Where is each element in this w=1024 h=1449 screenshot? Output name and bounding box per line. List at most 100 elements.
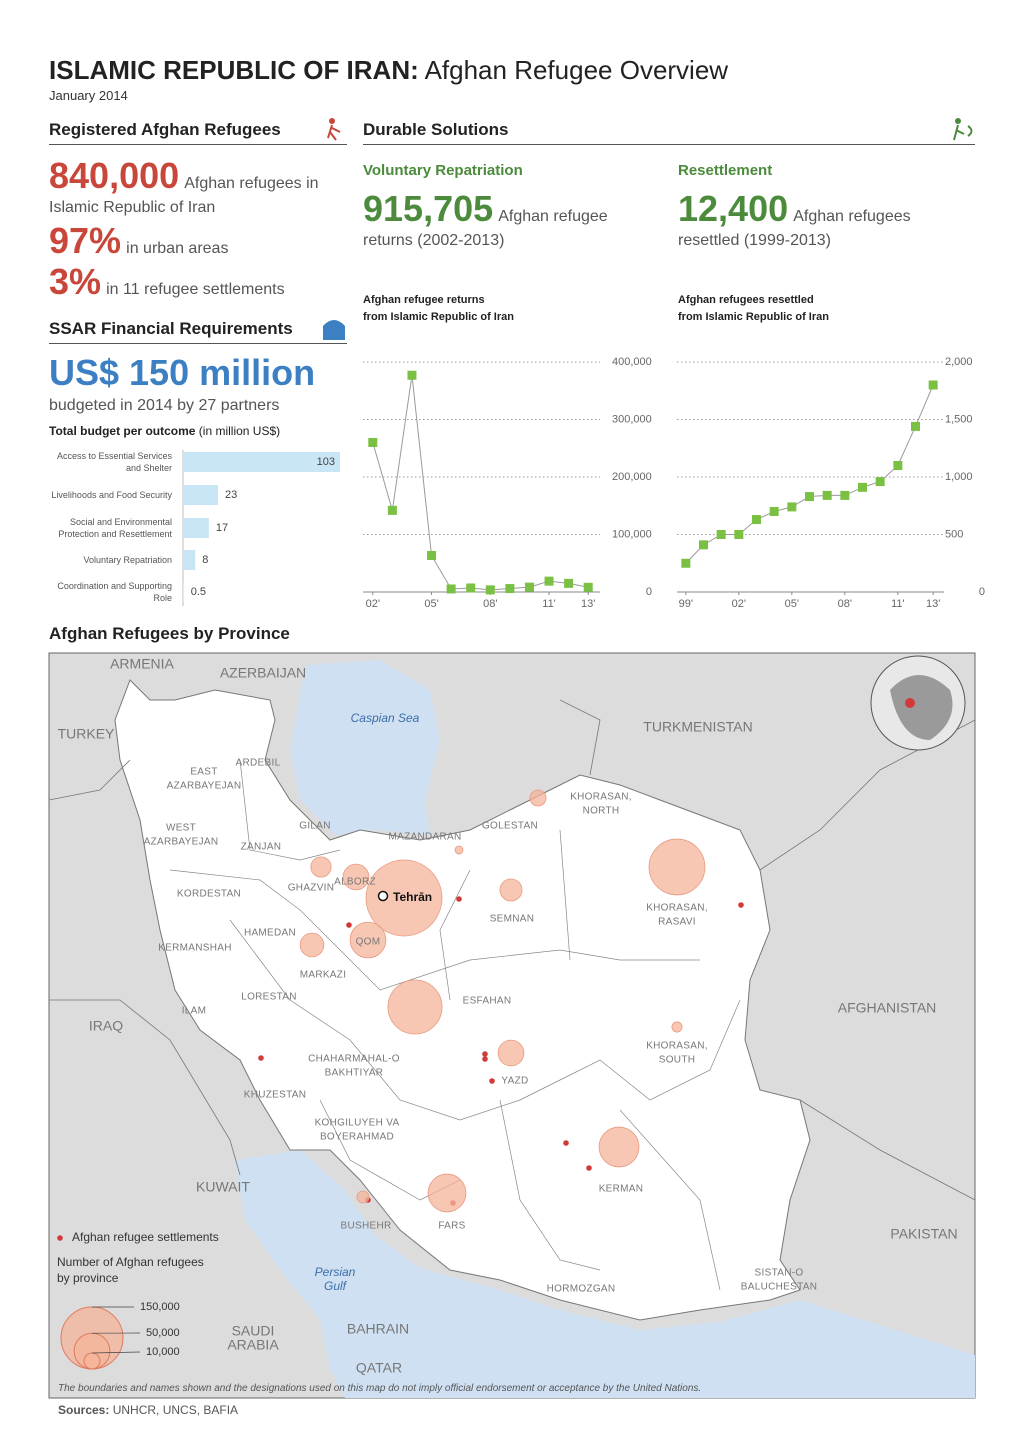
water-label: Caspian Sea: [351, 711, 420, 725]
province-label: AZARBAYEJAN: [167, 781, 242, 792]
ssar-amount: US$ 150 million: [49, 352, 316, 393]
disclaimer: The boundaries and names shown and the d…: [58, 1383, 702, 1394]
province-label: CHAHARMAHAL-O: [308, 1054, 400, 1065]
data-point: [769, 507, 779, 516]
x-tick-label: 08': [483, 598, 497, 610]
data-point: [787, 502, 797, 512]
globe-land: [890, 675, 953, 740]
province-label: HAMEDAN: [244, 928, 296, 939]
country-label: TURKMENISTAN: [643, 719, 752, 735]
y-tick-label: 1,000: [945, 471, 973, 483]
province-bubble: [499, 878, 523, 902]
icons: [323, 118, 973, 340]
value-label: 103: [317, 456, 335, 468]
province-label: ALBORZ: [334, 877, 376, 888]
province-bubble: [349, 921, 387, 959]
province-label: ESFAHAN: [463, 996, 512, 1007]
province-label: BOYERAHMAD: [320, 1132, 394, 1143]
data-point: [822, 490, 832, 500]
data-point: [485, 585, 495, 595]
province-label: BALUCHESTAN: [741, 1282, 817, 1293]
province-bubble: [342, 863, 370, 891]
country-label: QATAR: [356, 1360, 402, 1376]
y-tick-label: 400,000: [612, 356, 652, 368]
legend-label: 50,000: [146, 1327, 180, 1339]
data-point: [524, 582, 534, 592]
data-point: [564, 578, 574, 588]
data-point: [840, 490, 850, 500]
province-bubble: [671, 1021, 683, 1033]
x-tick-label: 08': [838, 598, 852, 610]
province-label: BAKHTIYAR: [325, 1068, 384, 1079]
legend-label: 150,000: [140, 1301, 180, 1313]
y-tick-label: 0: [646, 586, 652, 598]
country-label: AFGHANISTAN: [838, 1000, 937, 1016]
water-label: Gulf: [324, 1279, 348, 1293]
country-label: AZERBAIJAN: [220, 665, 306, 681]
province-label: GHAZVIN: [288, 883, 335, 894]
stat: 12,400 Afghan refugees resettled (1999-2…: [678, 188, 911, 249]
sources: Sources: UNHCR, UNCS, BAFIA: [58, 1403, 239, 1417]
y-tick-label: 100,000: [612, 528, 652, 540]
province-label: ZANJAN: [241, 842, 282, 853]
province-bubble: [529, 789, 547, 807]
sub-heading: Voluntary Repatriation: [363, 162, 523, 179]
province-label: KHORASAN,: [646, 1041, 708, 1052]
province-bubble: [598, 1126, 640, 1168]
province-label: SOUTH: [659, 1055, 696, 1066]
legend-label: 10,000: [146, 1346, 180, 1358]
province-label: ILAM: [182, 1006, 207, 1017]
province-bubble: [387, 979, 443, 1035]
province-borders: [169, 759, 741, 1291]
stat: 840,000 Afghan refugees in Islamic Repub…: [49, 155, 319, 216]
province-label: SEMNAN: [490, 914, 535, 925]
caspian-sea: [290, 660, 440, 835]
province-label: LORESTAN: [241, 992, 297, 1003]
y-tick-label: 500: [945, 528, 963, 540]
y-tick-label: 1,500: [945, 413, 973, 425]
chart-title: Afghan refugees resettled from Islamic Re…: [678, 294, 829, 323]
province-bubble: [299, 932, 325, 958]
budget-label: Total budget per outcome (in million US$…: [49, 424, 281, 438]
legend-title: Number of Afghan refugees: [57, 1255, 204, 1269]
province-label: ARDEBIL: [236, 758, 281, 769]
stat: 915,705 Afghan refugee returns (2002-201…: [363, 188, 608, 249]
province-label: QOM: [356, 937, 381, 948]
value-label: 23: [225, 489, 237, 501]
province-label: KERMAN: [599, 1184, 644, 1195]
data-point: [407, 370, 417, 380]
stat: 3% in 11 refugee settlements: [49, 261, 285, 302]
province-bubble: [427, 1173, 467, 1213]
legend-subtitle: by province: [57, 1271, 119, 1285]
country-label: TURKEY: [58, 726, 115, 742]
country-label: PAKISTAN: [890, 1226, 957, 1242]
value-label: 8: [202, 554, 208, 566]
province-label: KOHGILUYEH VA: [315, 1118, 400, 1129]
country-label: ARMENIA: [110, 656, 174, 672]
value-label: 0.5: [191, 586, 206, 598]
country-borders: [48, 699, 976, 1201]
data-point: [427, 550, 437, 560]
category-label: Coordination and Supporting Role: [57, 581, 172, 603]
legend-settlements: Afghan refugee settlements: [72, 1230, 219, 1244]
stat: 97% in urban areas: [49, 220, 229, 261]
x-tick-label: 02': [732, 598, 746, 610]
capital-symbol: [377, 890, 389, 902]
province-label: MARKAZI: [300, 970, 347, 981]
country-label: SAUDI: [232, 1323, 275, 1339]
globe-iran: [905, 698, 915, 708]
category-label: Livelihoods and Food Security: [51, 490, 172, 500]
data-point: [681, 558, 691, 568]
section-heading: Durable Solutions: [363, 120, 975, 145]
page-title: ISLAMIC REPUBLIC OF IRAN: Afghan Refugee…: [49, 55, 729, 85]
bar: [183, 452, 340, 472]
province-label: KHORASAN,: [570, 792, 632, 803]
province-label: KHUZESTAN: [244, 1090, 307, 1101]
country-label: BAHRAIN: [347, 1321, 409, 1337]
bar: [183, 518, 209, 538]
data-point: [505, 584, 515, 594]
legend-bubble: [83, 1352, 101, 1370]
province-label: BUSHEHR: [341, 1221, 392, 1232]
bar: [183, 582, 184, 602]
